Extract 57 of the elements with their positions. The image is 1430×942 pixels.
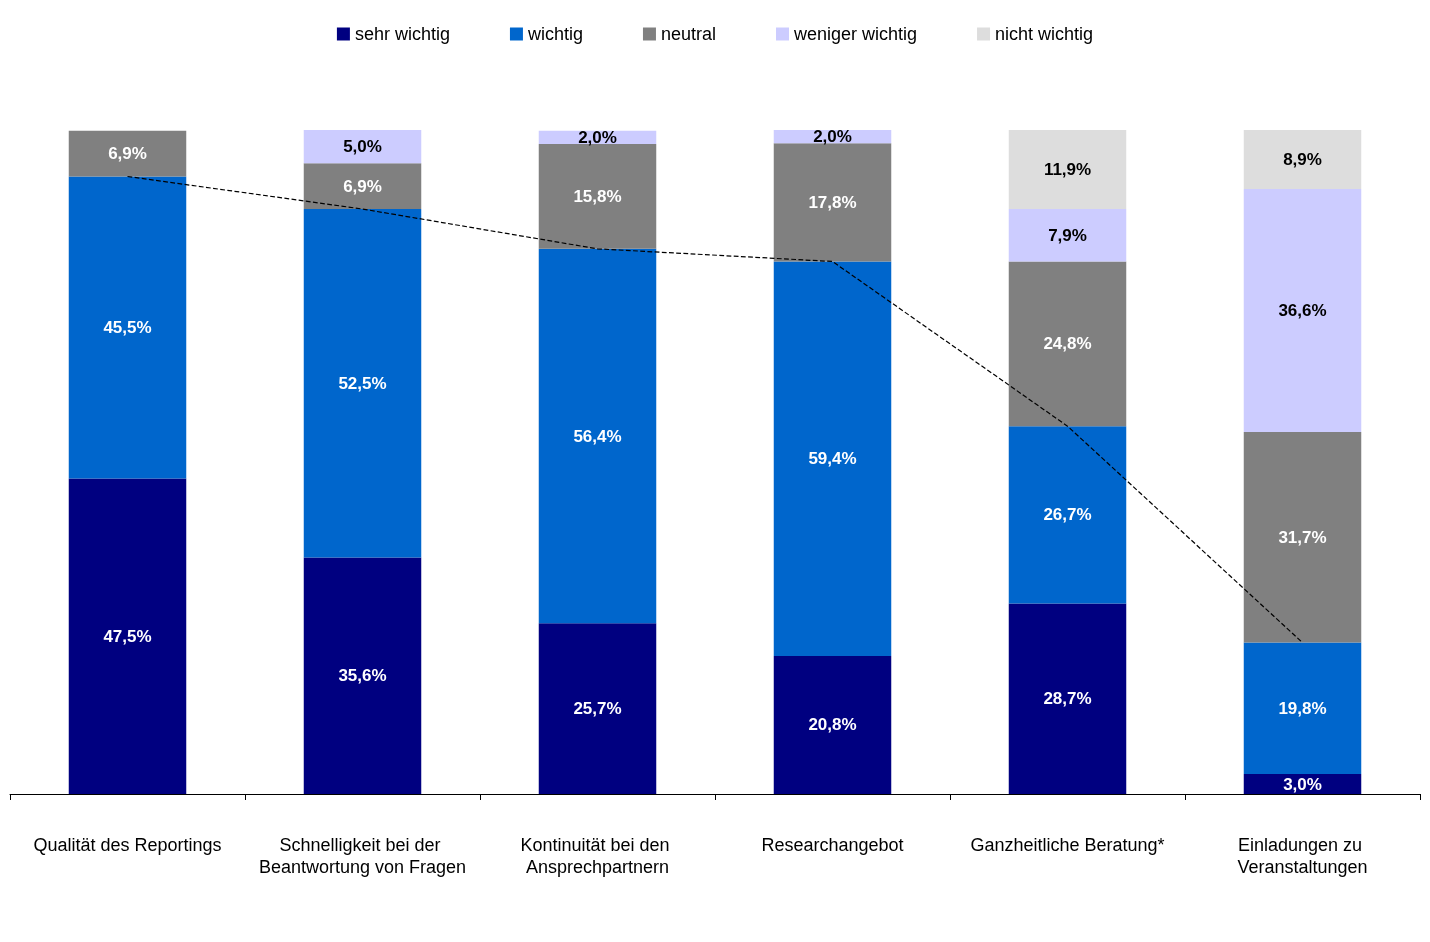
legend-label: wichtig xyxy=(526,24,583,44)
data-label: 17,8% xyxy=(808,192,857,212)
data-label: 47,5% xyxy=(103,626,152,646)
legend-label: nicht wichtig xyxy=(995,24,1094,44)
data-label: 52,5% xyxy=(338,373,387,393)
data-label: 5,0% xyxy=(343,137,382,157)
bar xyxy=(1008,209,1127,262)
data-label: 19,8% xyxy=(1278,698,1327,718)
bar xyxy=(68,478,187,794)
x-tick-label: Kontinuität bei den Ansprechpartnern xyxy=(520,835,675,877)
data-label: 31,7% xyxy=(1278,527,1327,547)
data-label: 56,4% xyxy=(573,426,622,446)
legend-label: sehr wichtig xyxy=(354,24,450,44)
bar xyxy=(773,655,892,794)
bar xyxy=(1243,130,1362,190)
bar xyxy=(1243,189,1362,433)
bar xyxy=(1243,432,1362,643)
data-label: 2,0% xyxy=(578,127,617,147)
bar xyxy=(303,130,422,164)
legend-label: weniger wichtig xyxy=(793,24,918,44)
data-label: 6,9% xyxy=(108,144,147,164)
bar xyxy=(538,623,657,794)
bar xyxy=(1008,130,1127,210)
data-label: 6,9% xyxy=(343,176,382,196)
x-tick-label: Qualität des Reportings xyxy=(33,835,222,855)
data-label: 11,9% xyxy=(1043,160,1092,180)
x-tick-label: Researchangebot xyxy=(761,835,904,855)
bar xyxy=(303,163,422,210)
bar xyxy=(68,176,187,479)
bar xyxy=(303,557,422,794)
bar xyxy=(68,130,187,177)
data-label: 25,7% xyxy=(573,699,622,719)
data-label: 15,8% xyxy=(573,186,622,206)
data-label: 8,9% xyxy=(1283,150,1322,170)
x-tick-label: Einladungen zu Veranstaltungen xyxy=(1237,835,1368,877)
bar xyxy=(1008,426,1127,604)
data-label: 59,4% xyxy=(808,449,857,469)
bar xyxy=(1243,642,1362,775)
bar xyxy=(773,143,892,262)
data-label: 26,7% xyxy=(1043,505,1092,525)
x-tick-label: Schnelligkeit bei der Beantwortung von Fragen xyxy=(258,835,467,877)
data-label: 7,9% xyxy=(1048,225,1087,245)
bar xyxy=(303,209,422,558)
data-label: 36,6% xyxy=(1278,301,1327,321)
data-label: 2,0% xyxy=(813,127,852,147)
bar xyxy=(1008,603,1127,794)
data-label: 45,5% xyxy=(103,318,152,338)
bar xyxy=(538,248,657,624)
bar xyxy=(1008,261,1127,427)
bar xyxy=(773,261,892,656)
legend-label: neutral xyxy=(660,24,717,44)
data-label: 20,8% xyxy=(808,715,857,735)
data-label: 28,7% xyxy=(1043,689,1092,709)
x-tick-label: Ganzheitliche Beratung* xyxy=(970,835,1165,855)
data-label: 35,6% xyxy=(338,666,387,686)
data-label: 3,0% xyxy=(1283,774,1322,794)
data-label: 24,8% xyxy=(1043,334,1092,354)
